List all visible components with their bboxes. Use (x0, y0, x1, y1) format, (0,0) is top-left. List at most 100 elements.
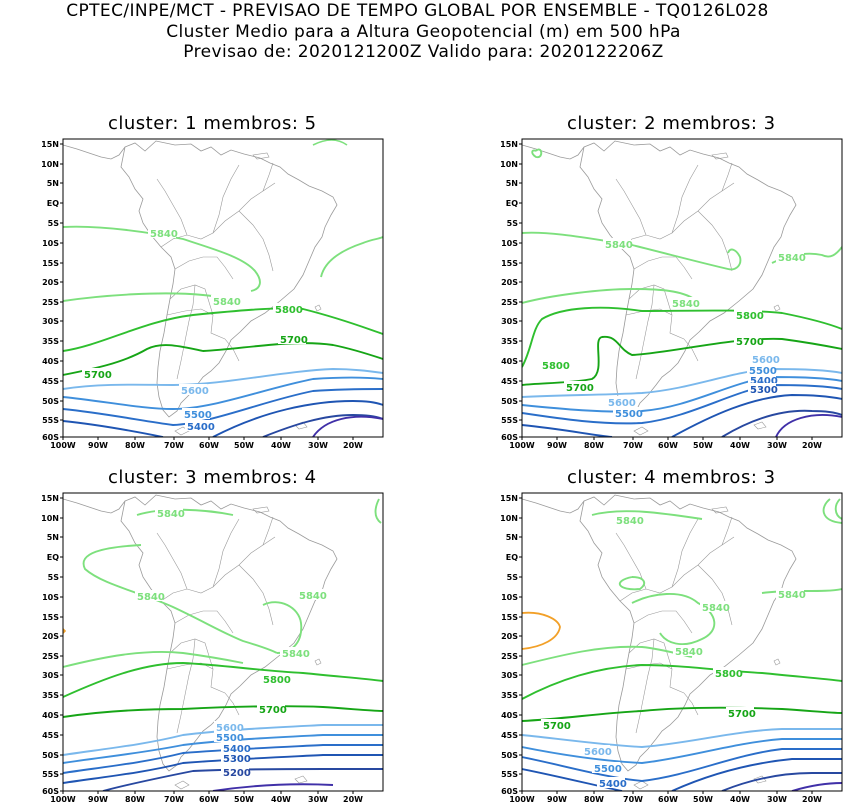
contour-label-bg (135, 590, 163, 601)
lon-tick-label: 70W (623, 441, 643, 450)
contour-label-bg (221, 752, 249, 763)
lat-tick-label: 5N (506, 179, 518, 188)
lat-tick-label: 10N (41, 160, 59, 169)
contour-label-5840: 5840 (157, 509, 185, 520)
contour-label-bg (776, 251, 804, 262)
lat-tick-label: 15S (501, 259, 518, 268)
contour-label-5840: 5840 (616, 516, 644, 527)
lat-tick-label: 25S (501, 298, 518, 307)
contour-5840 (63, 292, 234, 304)
contour-label-5700: 5700 (736, 337, 764, 348)
contour-5840 (618, 576, 646, 591)
contour-label-5400: 5400 (750, 376, 778, 387)
lat-tick-label: 40S (42, 711, 59, 720)
contour-label-bg (179, 384, 207, 395)
lat-tick-label: 40S (42, 357, 59, 366)
lat-tick-label: 15S (42, 613, 59, 622)
contour-5600 (522, 728, 842, 748)
contour-label-5800: 5800 (263, 675, 291, 686)
contour-5840 (591, 510, 703, 520)
lon-tick-label: 60W (658, 441, 678, 450)
contour-label-5500: 5500 (749, 366, 777, 377)
lat-tick-label: 35S (501, 337, 518, 346)
contour-label-bg (734, 309, 762, 320)
contour-5300 (63, 400, 383, 437)
lat-tick-label: 50S (501, 397, 518, 406)
lat-tick-label: 50S (42, 751, 59, 760)
lon-tick-label: 20W (343, 795, 363, 803)
contour-label-5600: 5600 (752, 355, 780, 366)
lat-tick-label: 60S (501, 787, 518, 796)
contour-label-bg (273, 303, 301, 314)
contour-label-bg (726, 707, 754, 718)
contour-high (63, 628, 67, 634)
contour-label-bg (221, 742, 249, 753)
contour-label-bg (182, 408, 210, 419)
lat-tick-label: 20S (501, 278, 518, 287)
contour-label-bg (221, 766, 249, 777)
contour-5840 (312, 139, 348, 146)
lon-tick-label: 100W (50, 795, 76, 803)
lon-tick-label: 70W (164, 795, 184, 803)
lat-tick-label: 15S (42, 259, 59, 268)
lon-tick-label: 60W (199, 795, 219, 803)
lat-tick-label: 30S (501, 671, 518, 680)
contour-5300 (522, 394, 842, 437)
contour-label-bg (148, 227, 176, 238)
lon-tick-label: 80W (584, 795, 604, 803)
contour-5500 (522, 376, 842, 413)
contour-5400 (63, 388, 383, 426)
lat-tick-label: 55S (501, 770, 518, 779)
lat-tick-label: 60S (501, 433, 518, 442)
map-panel-cluster-2: 5840 5840 5840 5800 5800 5700 5700 5600 5600 5500… (500, 138, 843, 450)
contour-label-5840: 5840 (702, 603, 730, 614)
lon-tick-label: 50W (234, 441, 254, 450)
contour-label-5700: 5700 (280, 335, 308, 346)
lat-tick-label: 5S (507, 573, 519, 582)
map-svg: 5840584058405800580057005700560056005500… (500, 138, 843, 450)
contour-label-5840: 5840 (137, 592, 165, 603)
lat-tick-label: 10S (42, 593, 59, 602)
contour-5200 (721, 772, 842, 791)
lat-tick-label: 5N (506, 533, 518, 542)
lat-tick-label: 50S (42, 397, 59, 406)
coastline (522, 140, 797, 436)
contour-label-bg (776, 588, 804, 599)
lat-tick-label: 60S (42, 433, 59, 442)
contour-5200 (721, 409, 842, 437)
lat-tick-label: EQ (506, 553, 518, 562)
contour-5300 (522, 758, 842, 791)
lon-tick-label: 30W (308, 795, 328, 803)
contour-5840 (63, 225, 261, 292)
contour-label-5840: 5840 (672, 299, 700, 310)
contour-5800 (63, 307, 383, 352)
lat-tick-label: 30S (42, 671, 59, 680)
contour-label-bg (734, 335, 762, 346)
contour-label-bg (211, 295, 239, 306)
lon-tick-label: 80W (125, 795, 145, 803)
contour-5840 (320, 236, 383, 278)
header-line-1: CPTEC/INPE/MCT - PREVISAO DE TEMPO GLOBA… (66, 1, 769, 21)
lat-tick-label: 5N (47, 533, 59, 542)
contour-5800 (522, 664, 842, 700)
lon-tick-label: 100W (50, 441, 76, 450)
lon-tick-label: 90W (88, 795, 108, 803)
contour-label-bg (606, 396, 634, 407)
contour-label-5500: 5500 (184, 410, 212, 421)
contour-5400 (522, 384, 842, 425)
contour-high (522, 611, 561, 650)
contour-label-5400: 5400 (599, 779, 627, 790)
contour-5700 (63, 342, 383, 376)
contour-label-bg (261, 673, 289, 684)
lon-tick-label: 50W (693, 795, 713, 803)
header-line-2: Cluster Medio para a Altura Geopotencial… (166, 22, 681, 42)
coastline (522, 494, 797, 790)
map-frame (62, 138, 384, 438)
coastline (63, 494, 338, 790)
contour-5840 (374, 498, 382, 524)
contour-5840 (522, 288, 695, 304)
lon-tick-label: 20W (343, 441, 363, 450)
contour-5700 (522, 336, 842, 386)
contour-label-5300: 5300 (223, 754, 251, 765)
contour-5840 (522, 645, 693, 666)
